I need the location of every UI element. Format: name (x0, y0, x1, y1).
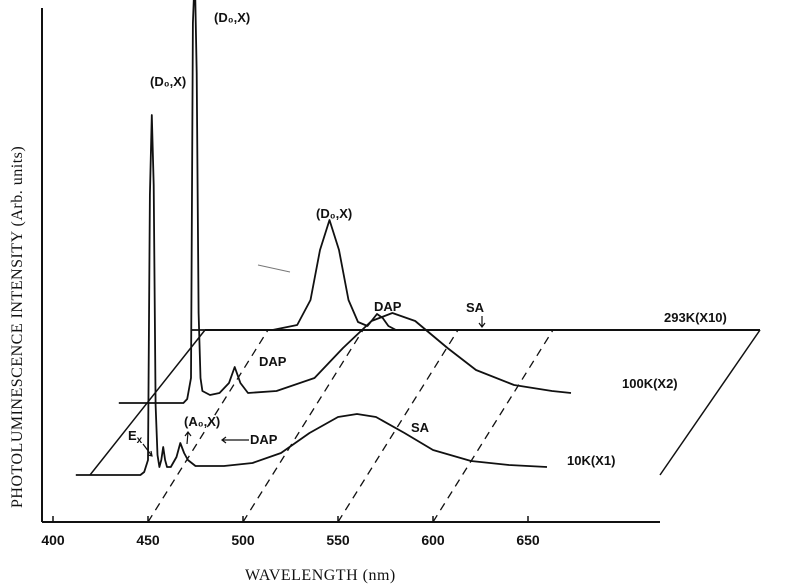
depth-gridline-550 (337, 329, 459, 523)
arrow-ex (142, 443, 153, 457)
x-tick-label-500: 500 (231, 532, 255, 548)
depth-gridline-500 (242, 329, 364, 523)
depth-grid (147, 329, 554, 523)
curve-label-293k: 293K(X10) (664, 310, 727, 325)
x-tick-label-650: 650 (516, 532, 540, 548)
spectrum-10k-x1- (75, 114, 548, 476)
annotation-ex: Ex (128, 428, 143, 446)
curve-label-10k: 10K(X1) (567, 453, 615, 468)
spectrum-100k-x2- (118, 0, 572, 404)
arrow-sa-100k (478, 316, 486, 328)
y-axis-title: PHOTOLUMINESCENCE INTENSITY (Arb. units) (9, 146, 26, 508)
stray-mark (257, 264, 291, 273)
x-tick-label-450: 450 (136, 532, 160, 548)
annotation-do-x-100k: (D₀,X) (214, 10, 250, 25)
x-tick-label-550: 550 (326, 532, 350, 548)
annotation-do-x-10k: (D₀,X) (150, 74, 186, 89)
x-axis-title: WAVELENGTH (nm) (245, 567, 396, 584)
annotation-sa-10k: SA (411, 420, 430, 435)
annotation-sa-100k: SA (466, 300, 485, 315)
annotation-ao-x: (A₀,X) (184, 414, 220, 429)
depth-gridline-600 (432, 329, 554, 523)
x-tick-label-400: 400 (41, 532, 65, 548)
depth-gridline-450 (147, 329, 269, 523)
x-tick-labels: 400 450 500 550 600 650 (41, 516, 540, 548)
annotation-dap-293k: DAP (374, 299, 402, 314)
annotation-dap-100k: DAP (259, 354, 287, 369)
curve-label-100k: 100K(X2) (622, 376, 678, 391)
arrow-dap-10k (221, 436, 249, 444)
plane-right-edge (659, 329, 761, 476)
arrow-ao-x (184, 431, 192, 445)
x-tick-label-600: 600 (421, 532, 445, 548)
spectra (75, 0, 662, 476)
spectrum-293k-x10- (190, 219, 662, 331)
annotation-dap-10k: DAP (250, 432, 278, 447)
annotation-do-x-293k: (D₀,X) (316, 206, 352, 221)
